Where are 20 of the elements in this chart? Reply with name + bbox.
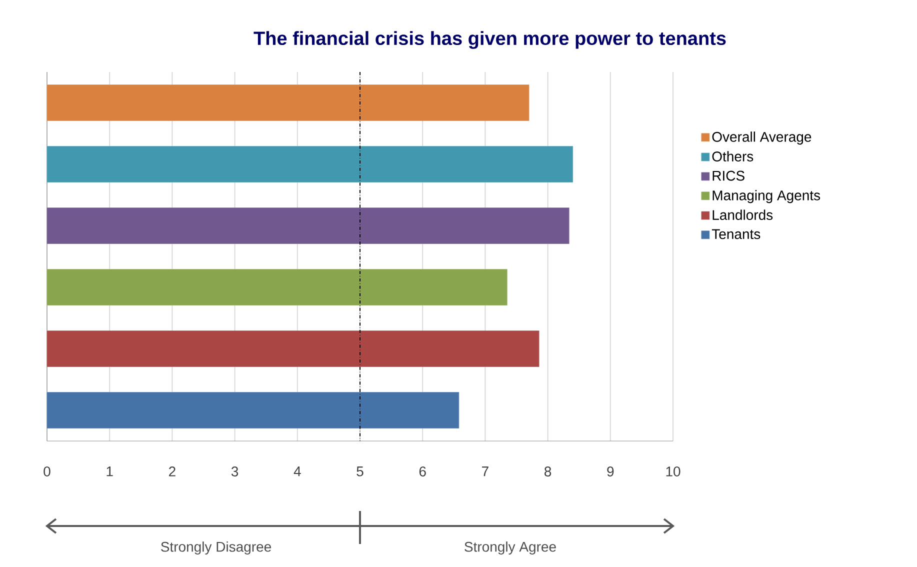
text: Strongly Disagree — [161, 541, 272, 555]
legend-label: Overall Average — [712, 132, 812, 145]
x-tick-label: 2 — [169, 466, 176, 476]
chart-title: The financial crisis has given more power to tenants — [254, 31, 726, 49]
x-tick-label: 8 — [544, 466, 552, 476]
legend-label: Others — [712, 151, 754, 162]
x-tick-label: 5 — [356, 466, 364, 476]
legend-label: Tenants — [712, 229, 760, 240]
legend-label: Managing Agents — [712, 190, 820, 204]
text: Strongly Agree — [464, 541, 556, 555]
x-tick-label: 6 — [419, 466, 426, 476]
legend-label: RICS — [712, 170, 744, 181]
x-tick-label: 4 — [294, 466, 301, 476]
x-tick-label: 10 — [666, 466, 680, 476]
legend-label: Landlords — [712, 210, 773, 220]
x-tick-label: 7 — [482, 466, 488, 476]
x-tick-label: 9 — [607, 466, 614, 476]
x-tick-label: 3 — [231, 466, 238, 476]
x-tick-label: 0 — [44, 466, 50, 476]
x-tick-label: 1 — [106, 466, 113, 476]
